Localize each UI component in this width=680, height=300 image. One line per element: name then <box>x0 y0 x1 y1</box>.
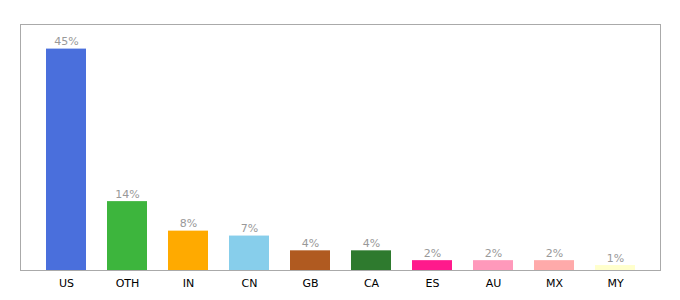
svg-text:OTH: OTH <box>116 277 140 290</box>
svg-text:4%: 4% <box>363 237 380 250</box>
svg-text:4%: 4% <box>302 237 319 250</box>
svg-text:AU: AU <box>486 277 502 290</box>
svg-text:CN: CN <box>242 277 258 290</box>
svg-text:1%: 1% <box>607 252 624 265</box>
svg-text:IN: IN <box>183 277 194 290</box>
svg-text:2%: 2% <box>424 247 441 260</box>
svg-text:2%: 2% <box>546 247 563 260</box>
svg-text:ES: ES <box>426 277 440 290</box>
svg-text:2%: 2% <box>485 247 502 260</box>
svg-text:45%: 45% <box>54 35 78 48</box>
svg-text:MY: MY <box>607 277 623 290</box>
svg-text:7%: 7% <box>241 222 258 235</box>
svg-text:GB: GB <box>302 277 318 290</box>
svg-text:MX: MX <box>546 277 563 290</box>
svg-text:14%: 14% <box>115 188 139 201</box>
svg-text:8%: 8% <box>180 217 197 230</box>
svg-text:US: US <box>59 277 74 290</box>
svg-text:CA: CA <box>364 277 380 290</box>
